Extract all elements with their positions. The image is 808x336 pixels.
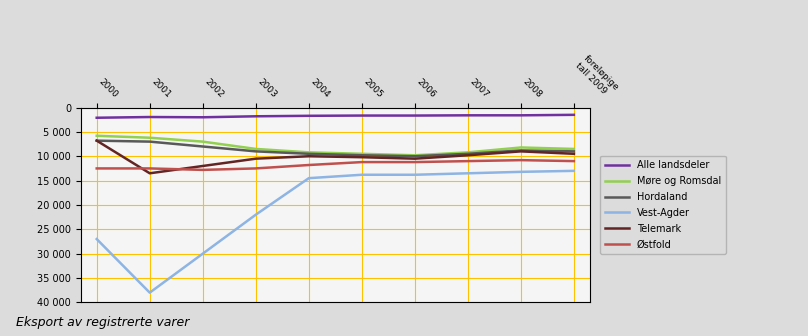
Telemark — [463, 153, 473, 157]
Alle landsdeler — [410, 114, 419, 118]
Møre og Romsdal — [304, 150, 314, 154]
Hordaland — [198, 144, 208, 149]
Møre og Romsdal — [463, 150, 473, 154]
Hordaland — [463, 152, 473, 156]
Telemark — [304, 154, 314, 158]
Line: Hordaland: Hordaland — [97, 141, 574, 156]
Hordaland — [251, 149, 261, 153]
Text: Eksport av registrerte varer: Eksport av registrerte varer — [16, 316, 190, 329]
Østfold — [516, 158, 526, 162]
Østfold — [463, 159, 473, 163]
Vest-Agder — [145, 291, 154, 295]
Hordaland — [92, 139, 102, 143]
Hordaland — [516, 149, 526, 153]
Møre og Romsdal — [357, 152, 367, 156]
Line: Østfold: Østfold — [97, 160, 574, 170]
Møre og Romsdal — [516, 145, 526, 150]
Vest-Agder — [516, 170, 526, 174]
Alle landsdeler — [463, 113, 473, 117]
Legend: Alle landsdeler, Møre og Romsdal, Hordaland, Vest-Agder, Telemark, Østfold: Alle landsdeler, Møre og Romsdal, Hordal… — [600, 156, 726, 254]
Telemark — [410, 157, 419, 161]
Østfold — [198, 168, 208, 172]
Vest-Agder — [410, 173, 419, 177]
Vest-Agder — [198, 252, 208, 256]
Møre og Romsdal — [198, 140, 208, 144]
Hordaland — [304, 152, 314, 156]
Østfold — [569, 159, 579, 163]
Østfold — [304, 163, 314, 167]
Line: Møre og Romsdal: Møre og Romsdal — [97, 136, 574, 155]
Vest-Agder — [92, 237, 102, 241]
Line: Alle landsdeler: Alle landsdeler — [97, 115, 574, 118]
Alle landsdeler — [357, 114, 367, 118]
Telemark — [569, 152, 579, 156]
Telemark — [145, 171, 154, 175]
Møre og Romsdal — [251, 147, 261, 151]
Telemark — [198, 164, 208, 168]
Alle landsdeler — [251, 114, 261, 118]
Telemark — [92, 139, 102, 143]
Telemark — [357, 155, 367, 159]
Møre og Romsdal — [145, 136, 154, 140]
Alle landsdeler — [516, 113, 526, 117]
Hordaland — [410, 154, 419, 158]
Telemark — [251, 157, 261, 161]
Alle landsdeler — [569, 113, 579, 117]
Line: Telemark: Telemark — [97, 141, 574, 173]
Østfold — [410, 160, 419, 164]
Alle landsdeler — [145, 115, 154, 119]
Østfold — [92, 166, 102, 170]
Vest-Agder — [304, 176, 314, 180]
Vest-Agder — [251, 213, 261, 217]
Møre og Romsdal — [92, 134, 102, 138]
Møre og Romsdal — [410, 153, 419, 157]
Alle landsdeler — [304, 114, 314, 118]
Hordaland — [357, 153, 367, 157]
Vest-Agder — [463, 171, 473, 175]
Østfold — [145, 166, 154, 170]
Vest-Agder — [357, 173, 367, 177]
Telemark — [516, 149, 526, 153]
Østfold — [357, 160, 367, 164]
Line: Vest-Agder: Vest-Agder — [97, 171, 574, 293]
Alle landsdeler — [92, 116, 102, 120]
Hordaland — [145, 140, 154, 144]
Alle landsdeler — [198, 115, 208, 119]
Hordaland — [569, 149, 579, 153]
Møre og Romsdal — [569, 147, 579, 151]
Østfold — [251, 166, 261, 170]
Vest-Agder — [569, 169, 579, 173]
